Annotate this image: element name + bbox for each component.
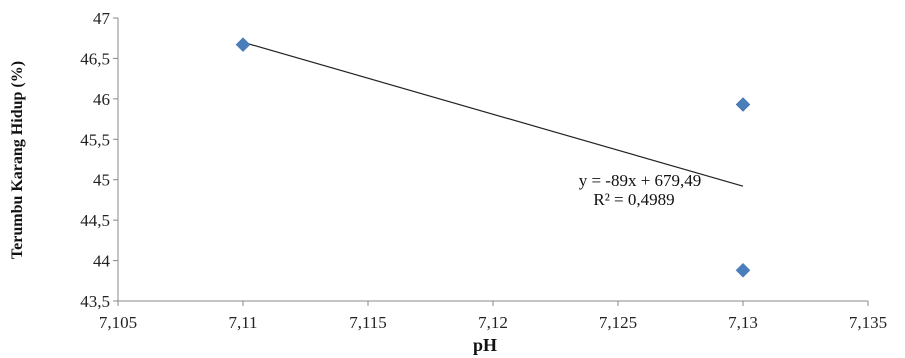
x-tick-label: 7,115 [349, 313, 387, 332]
data-points [235, 37, 751, 278]
x-tick-label: 7,11 [228, 313, 257, 332]
trendline-equation: y = -89x + 679,49 [579, 171, 702, 190]
y-axis-ticks: 43,5 44 44,5 45 45,5 46 46,5 47 [80, 9, 118, 311]
x-axis-ticks: 7,105 7,11 7,115 7,12 7,125 7,13 7,135 [99, 301, 887, 332]
y-tick-label: 44 [93, 252, 111, 271]
data-point [735, 262, 751, 278]
data-point [735, 97, 751, 112]
y-tick-label: 46 [93, 90, 110, 109]
y-tick-label: 47 [93, 9, 111, 28]
x-tick-label: 7,125 [599, 313, 637, 332]
y-tick-label: 46,5 [80, 49, 110, 68]
x-tick-label: 7,105 [99, 313, 137, 332]
y-tick-label: 45,5 [80, 130, 110, 149]
x-tick-label: 7,135 [849, 313, 887, 332]
y-tick-label: 43,5 [80, 292, 110, 311]
trendline [242, 41, 744, 187]
axes [117, 18, 868, 302]
data-point [235, 37, 251, 53]
x-axis-title: pH [473, 335, 497, 355]
x-tick-label: 7,13 [728, 313, 758, 332]
y-tick-label: 45 [93, 171, 110, 190]
y-tick-label: 44,5 [80, 211, 110, 230]
x-tick-label: 7,12 [478, 313, 508, 332]
y-axis-title: Terumbu Karang Hidup (%) [9, 61, 26, 259]
trendline-r-squared: R² = 0,4989 [593, 190, 674, 209]
